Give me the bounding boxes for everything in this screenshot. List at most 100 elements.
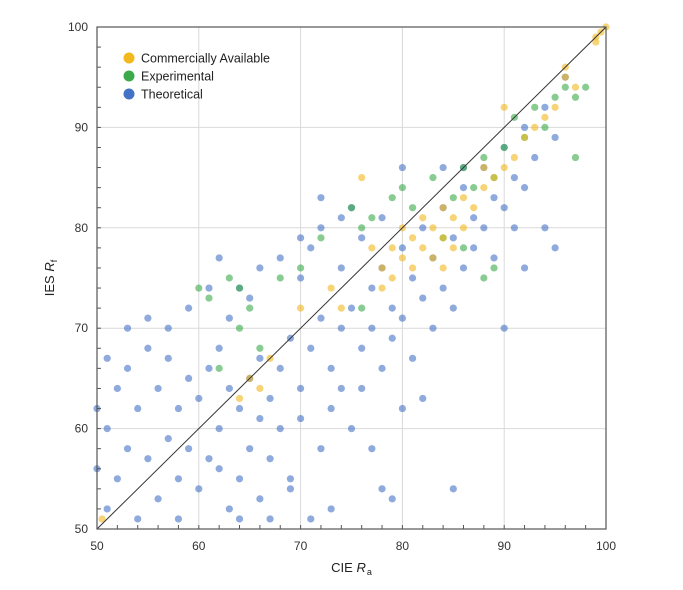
data-point <box>205 294 213 302</box>
data-point <box>98 515 106 523</box>
data-point <box>235 284 244 292</box>
x-tick-label: 60 <box>192 539 206 553</box>
data-point <box>266 515 274 523</box>
data-point <box>358 304 366 312</box>
data-point <box>235 475 244 483</box>
data-point <box>459 224 468 232</box>
x-axis-label: CIE R​a <box>331 560 372 577</box>
data-point <box>531 103 539 111</box>
data-point <box>215 425 223 433</box>
data-point <box>470 184 478 192</box>
data-point <box>215 465 223 473</box>
data-point <box>592 38 600 46</box>
data-point <box>286 475 295 483</box>
data-point <box>215 254 223 262</box>
data-point <box>347 425 356 433</box>
data-point <box>480 153 488 162</box>
data-point <box>327 404 335 413</box>
data-point <box>276 274 284 282</box>
data-points <box>93 23 610 523</box>
data-point <box>256 495 264 503</box>
data-point <box>123 445 132 453</box>
data-point <box>276 425 284 433</box>
data-point <box>378 264 386 272</box>
data-point <box>419 224 427 232</box>
axis-ticks: 50 60 70 80 90 100 50 60 70 80 90 100 <box>68 20 616 553</box>
data-point <box>368 445 376 453</box>
data-point <box>398 244 406 252</box>
data-point <box>459 264 468 272</box>
data-point <box>235 515 244 523</box>
data-point <box>317 445 325 453</box>
y-tick-label: 100 <box>68 20 88 34</box>
data-point <box>500 204 508 212</box>
data-point <box>358 174 366 182</box>
data-point <box>164 435 172 443</box>
data-point <box>164 324 172 332</box>
data-point <box>225 314 233 322</box>
data-point <box>480 184 488 192</box>
data-point <box>144 455 152 463</box>
data-point <box>144 314 152 322</box>
data-point <box>266 455 274 463</box>
data-point <box>531 123 539 131</box>
data-point <box>256 384 264 393</box>
data-point <box>256 264 264 272</box>
data-point <box>205 284 213 292</box>
data-point <box>561 73 569 81</box>
data-point <box>510 174 518 182</box>
data-point <box>459 184 468 192</box>
data-point <box>541 103 549 111</box>
data-point <box>470 204 478 212</box>
data-point <box>439 204 447 212</box>
x-tick-label: 100 <box>596 539 616 553</box>
data-point <box>541 113 549 121</box>
data-point <box>551 244 559 252</box>
data-point <box>490 264 498 272</box>
legend-marker <box>123 70 135 82</box>
data-point <box>551 103 559 111</box>
data-point <box>408 204 417 212</box>
data-point <box>103 505 111 513</box>
data-point <box>317 224 325 232</box>
data-point <box>368 324 376 332</box>
data-point <box>388 334 396 342</box>
data-point <box>571 93 580 101</box>
data-point <box>408 274 417 282</box>
data-point <box>419 394 427 403</box>
data-point <box>256 344 264 352</box>
data-point <box>398 254 406 262</box>
data-point <box>205 455 213 463</box>
data-point <box>134 515 142 523</box>
data-point <box>154 495 162 503</box>
data-point <box>276 254 284 262</box>
data-point <box>347 204 356 212</box>
data-point <box>103 425 111 433</box>
legend-label: Theoretical <box>141 88 203 102</box>
data-point <box>358 344 366 352</box>
data-point <box>541 123 549 131</box>
data-point <box>449 304 457 312</box>
x-tick-label: 70 <box>294 539 308 553</box>
data-point <box>551 133 559 142</box>
data-point <box>164 354 172 362</box>
data-point <box>195 394 203 403</box>
data-point <box>398 184 406 192</box>
data-point <box>419 214 427 222</box>
data-point <box>195 485 203 493</box>
data-point <box>571 153 580 162</box>
data-point <box>520 264 529 272</box>
data-point <box>235 324 244 332</box>
data-point <box>490 174 498 182</box>
data-point <box>500 324 508 332</box>
data-point <box>408 354 417 362</box>
data-point <box>246 294 254 302</box>
x-tick-label: 50 <box>90 539 104 553</box>
data-point <box>297 384 305 393</box>
data-point <box>429 224 437 232</box>
data-point <box>439 264 447 272</box>
data-point <box>297 304 305 312</box>
data-point <box>388 274 396 282</box>
data-point <box>286 485 295 493</box>
axis-label-symbol: R <box>356 560 365 575</box>
